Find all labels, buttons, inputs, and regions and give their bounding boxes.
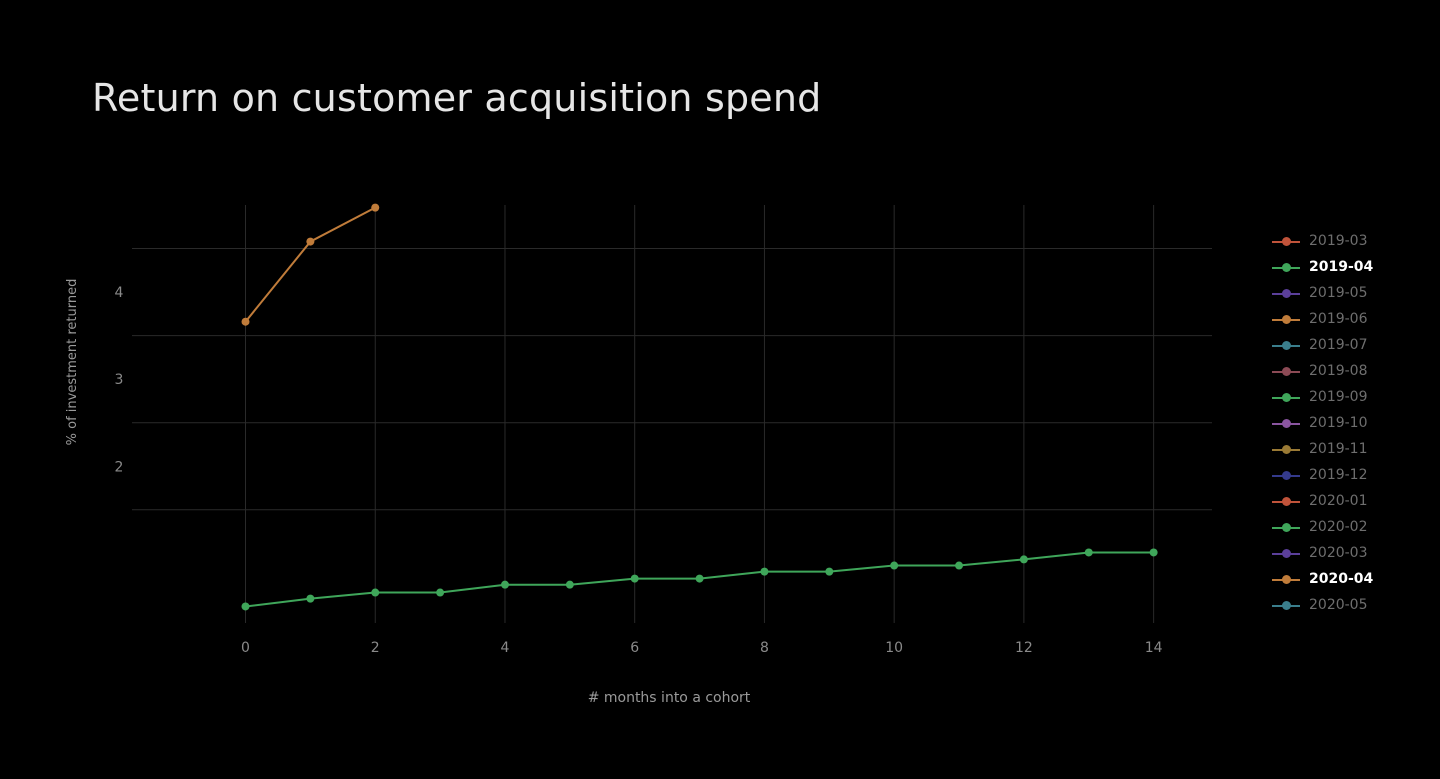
x-tick-label: 0 [241, 640, 250, 656]
legend-item[interactable]: 2019-12 [1270, 466, 1420, 492]
y-tick-label: 4 [115, 285, 124, 301]
series-line [244, 206, 376, 323]
legend-dot-swatch [1282, 263, 1291, 272]
legend-dot-swatch [1282, 549, 1291, 558]
y-tick-label: 2 [115, 459, 124, 475]
data-point[interactable] [955, 561, 964, 570]
x-axis-title: # months into a cohort [588, 690, 751, 706]
legend-dot-swatch [1282, 497, 1291, 506]
legend-label: 2020-05 [1309, 597, 1368, 613]
legend-label: 2019-12 [1309, 467, 1368, 483]
data-point[interactable] [1084, 548, 1093, 557]
legend-label: 2019-05 [1309, 285, 1368, 301]
x-tick-label: 2 [371, 640, 380, 656]
y-axis-title: % of investment returned [65, 279, 80, 446]
data-point[interactable] [1149, 548, 1158, 557]
legend-item[interactable]: 2019-10 [1270, 414, 1420, 440]
legend-label: 2019-06 [1309, 311, 1368, 327]
data-point[interactable] [500, 580, 509, 589]
legend-dot-swatch [1282, 601, 1291, 610]
legend-item[interactable]: 2019-03 [1270, 232, 1420, 258]
legend-item[interactable]: 2020-04 [1270, 570, 1420, 596]
data-point[interactable] [1019, 555, 1028, 564]
legend-item[interactable]: 2019-04 [1270, 258, 1420, 284]
x-tick-label: 12 [1015, 640, 1033, 656]
data-point[interactable] [371, 203, 380, 212]
legend-label: 2019-07 [1309, 337, 1368, 353]
data-point[interactable] [565, 580, 574, 589]
legend-dot-swatch [1282, 419, 1291, 428]
legend-label: 2020-01 [1309, 493, 1368, 509]
legend-dot-swatch [1282, 315, 1291, 324]
legend-dot-swatch [1282, 289, 1291, 298]
legend-dot-swatch [1282, 471, 1291, 480]
y-tick-label: 3 [115, 372, 124, 388]
legend: 2019-03 2019-04 2019-05 2019-06 2019-07 2019-… [1270, 232, 1420, 622]
data-point[interactable] [241, 317, 250, 326]
legend-label: 2019-09 [1309, 389, 1368, 405]
legend-item[interactable]: 2020-02 [1270, 518, 1420, 544]
x-tick-label: 6 [630, 640, 639, 656]
legend-item[interactable]: 2019-09 [1270, 388, 1420, 414]
legend-label: 2020-03 [1309, 545, 1368, 561]
legend-item[interactable]: 2019-11 [1270, 440, 1420, 466]
legend-item[interactable]: 2019-05 [1270, 284, 1420, 310]
x-tick-label: 14 [1145, 640, 1163, 656]
legend-label: 2020-02 [1309, 519, 1368, 535]
legend-item[interactable]: 2020-01 [1270, 492, 1420, 518]
legend-label: 2019-03 [1309, 233, 1368, 249]
legend-label: 2019-08 [1309, 363, 1368, 379]
data-point[interactable] [825, 567, 834, 576]
series-2020-04 [241, 203, 380, 326]
legend-item[interactable]: 2019-07 [1270, 336, 1420, 362]
grid-layer [132, 205, 1212, 623]
data-point[interactable] [241, 602, 250, 611]
data-point[interactable] [306, 237, 315, 246]
legend-label: 2020-04 [1309, 571, 1374, 587]
legend-dot-swatch [1282, 575, 1291, 584]
x-tick-label: 4 [501, 640, 510, 656]
data-point[interactable] [630, 574, 639, 583]
chart-title: Return on customer acquisition spend [92, 76, 822, 120]
data-point[interactable] [306, 594, 315, 603]
data-point[interactable] [760, 567, 769, 576]
legend-dot-swatch [1282, 393, 1291, 402]
legend-item[interactable]: 2020-05 [1270, 596, 1420, 622]
legend-label: 2019-10 [1309, 415, 1368, 431]
legend-label: 2019-11 [1309, 441, 1368, 457]
legend-label: 2019-04 [1309, 259, 1374, 275]
data-point[interactable] [890, 561, 899, 570]
legend-dot-swatch [1282, 341, 1291, 350]
legend-item[interactable]: 2020-03 [1270, 544, 1420, 570]
data-point[interactable] [371, 588, 380, 597]
data-point[interactable] [695, 574, 704, 583]
legend-dot-swatch [1282, 523, 1291, 532]
legend-dot-swatch [1282, 367, 1291, 376]
x-tick-label: 8 [760, 640, 769, 656]
data-point[interactable] [436, 588, 445, 597]
series-layer [241, 203, 1158, 611]
legend-dot-swatch [1282, 445, 1291, 454]
axis-labels: # months into a cohort % of investment r… [65, 279, 751, 706]
x-tick-label: 10 [885, 640, 903, 656]
series-2019-04 [241, 548, 1158, 611]
legend-dot-swatch [1282, 237, 1291, 246]
legend-item[interactable]: 2019-08 [1270, 362, 1420, 388]
legend-item[interactable]: 2019-06 [1270, 310, 1420, 336]
tick-layer: 0 2 4 6 8 10 12 14 2 3 4 [115, 285, 1163, 656]
